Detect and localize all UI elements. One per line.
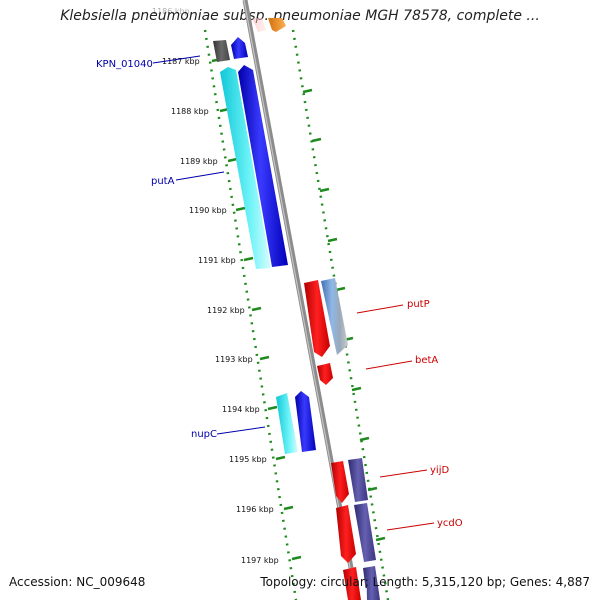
connector-yijd (379, 469, 428, 478)
gene-ycdo-purple[interactable] (354, 503, 376, 562)
gene-label-puta[interactable]: putA (151, 176, 175, 187)
gene-label-beta[interactable]: betA (415, 355, 438, 366)
genome-backbone (242, 0, 360, 600)
gene-label-yijd[interactable]: yijD (430, 465, 449, 476)
gene-label-ycdo[interactable]: ycdO (437, 518, 463, 529)
connector-beta (365, 360, 413, 370)
tick-1196: 1196 kbp (236, 505, 386, 542)
gene-beta-red[interactable] (317, 363, 333, 385)
genome-backbone-highlight (243, 0, 357, 600)
tick-1191: 1191 kbp (198, 256, 346, 292)
gene-nupc-blue[interactable] (295, 391, 316, 452)
tick-label-1189: 1189 kbp (180, 157, 218, 166)
gene-yijd-red[interactable] (331, 461, 349, 503)
gene-label-kpn-01040[interactable]: KPN_01040 (96, 59, 153, 70)
connector-putp (356, 304, 404, 314)
faded-top-feature (252, 18, 266, 32)
tick-label-1190: 1190 kbp (189, 206, 227, 215)
tick-label-faded: 1186 kbp (152, 7, 190, 16)
map-title: Klebsiella pneumoniae subsp. pneumoniae … (60, 8, 540, 24)
scale-ticks: 1187 kbp 1188 kbp 1189 kbp 1190 kbp 1191… (162, 57, 386, 565)
tick-1194: 1194 kbp (222, 405, 370, 442)
tick-label-1187: 1187 kbp (162, 57, 200, 66)
gene-orange-partial[interactable] (268, 18, 286, 32)
gene-putp-steel[interactable] (321, 278, 348, 355)
gene-bottom-red-partial[interactable] (343, 567, 361, 600)
tick-label-1196: 1196 kbp (236, 505, 274, 514)
tick-1193: 1193 kbp (215, 355, 362, 392)
tick-label-1194: 1194 kbp (222, 405, 260, 414)
connector-ycdo (386, 522, 435, 531)
gene-puta-cyan[interactable] (220, 67, 271, 269)
tick-1189: 1189 kbp (180, 157, 330, 193)
gene-ycdo-red[interactable] (336, 505, 356, 563)
tick-1197: 1197 kbp (241, 555, 302, 565)
tick-label-1197: 1197 kbp (241, 556, 279, 565)
genome-summary-text: Topology: circular; Length: 5,315,120 bp… (260, 575, 590, 589)
tick-label-1191: 1191 kbp (198, 256, 236, 265)
accession-text: Accession: NC_009648 (9, 575, 146, 589)
tick-label-1188: 1188 kbp (171, 107, 209, 116)
gene-kpn-01040-gray[interactable] (213, 40, 230, 62)
gene-bottom-purple-partial[interactable] (363, 566, 380, 600)
gene-kpn-01040-blue[interactable] (231, 37, 248, 59)
tick-1190: 1190 kbp (189, 206, 338, 243)
gene-nupc-cyan[interactable] (276, 393, 298, 454)
gene-yijd-purple[interactable] (348, 458, 368, 502)
tick-label-1193: 1193 kbp (215, 355, 253, 364)
gene-bottom-white-highlight (362, 588, 367, 600)
gene-label-nupc[interactable]: nupC (191, 429, 217, 440)
connector-nupc (216, 426, 266, 435)
tick-label-1192: 1192 kbp (207, 306, 245, 315)
tick-label-1195: 1195 kbp (229, 455, 267, 464)
gene-puta-blue[interactable] (238, 65, 288, 267)
gene-label-putp[interactable]: putP (407, 299, 430, 310)
scale-dots-left (203, 29, 298, 600)
connector-kpn-01040 (152, 55, 201, 64)
gene-putp-red[interactable] (304, 280, 330, 357)
tick-1195: 1195 kbp (229, 455, 378, 492)
connector-puta (175, 171, 225, 181)
